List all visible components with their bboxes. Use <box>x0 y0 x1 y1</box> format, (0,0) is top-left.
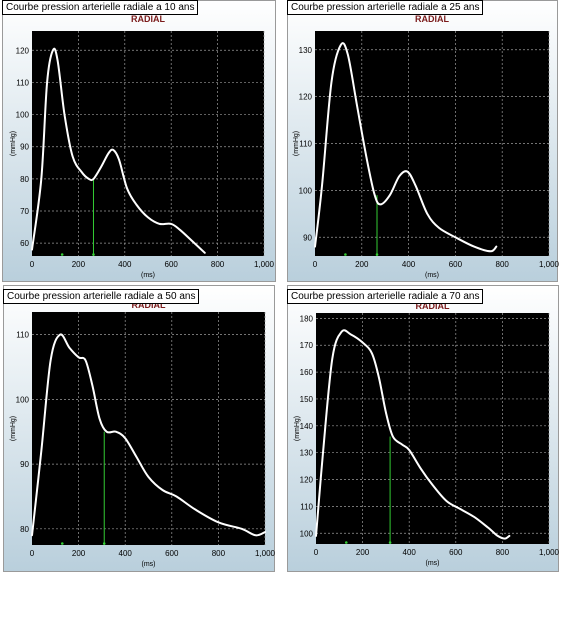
chart-title: RADIAL <box>415 14 449 24</box>
pressure-curve <box>314 42 498 253</box>
y-tick-label: 110 <box>300 502 313 511</box>
y-tick-label: 100 <box>16 111 30 120</box>
y-tick-label: 180 <box>300 314 314 323</box>
x-tick-label: 0 <box>314 548 319 557</box>
chart-title: RADIAL <box>131 14 165 24</box>
chart-panel-50-ans: Courbe pression arterielle radiale a 50 … <box>3 285 276 572</box>
chart-caption: Courbe pression arterielle radiale a 25 … <box>287 0 484 15</box>
y-axis-label: (mmHg) <box>10 416 17 441</box>
x-tick-label: 400 <box>402 260 416 269</box>
chart-panel-70-ans: Courbe pression arterielle radiale a 70 … <box>287 285 560 572</box>
y-tick-label: 90 <box>20 460 29 469</box>
y-tick-label: 110 <box>299 140 312 149</box>
x-tick-label: 1,000 <box>539 260 560 269</box>
x-tick-label: 400 <box>119 549 133 558</box>
y-axis-label: (mmHg) <box>293 131 300 156</box>
chart-title: RADIAL <box>132 300 166 310</box>
axis-marker-dot <box>60 542 64 545</box>
axis-marker-dot <box>92 253 95 256</box>
plot-area <box>316 313 549 544</box>
chart-panel-10-ans: Courbe pression arterielle radiale a 10 … <box>2 0 276 282</box>
y-axis-label: (mmHg) <box>10 131 17 156</box>
axis-marker-dot <box>60 253 64 256</box>
x-axis-label: (ms) <box>142 561 156 568</box>
y-tick-label: 130 <box>299 46 313 55</box>
y-tick-label: 130 <box>300 449 314 458</box>
x-tick-label: 600 <box>165 549 179 558</box>
plot-area <box>32 31 264 256</box>
y-tick-label: 170 <box>300 341 314 350</box>
axis-marker-dot <box>102 542 106 545</box>
y-tick-label: 140 <box>300 422 314 431</box>
plot-area <box>32 312 265 545</box>
y-tick-label: 100 <box>299 186 313 195</box>
x-tick-label: 1,000 <box>255 549 276 558</box>
x-tick-label: 800 <box>211 260 225 269</box>
pressure-curve <box>31 333 266 537</box>
radial-chart: RADIAL 90 100 110 120 130 0 200 400 600 800 1,000 (m… <box>287 0 560 282</box>
x-tick-label: 200 <box>356 548 370 557</box>
radial-chart: RADIAL 100 110 120 130 140 150 160 170 180 0 200 400… <box>287 285 560 572</box>
chart-title: RADIAL <box>416 301 450 311</box>
axis-marker-dot <box>344 253 347 256</box>
x-tick-label: 400 <box>118 260 132 269</box>
x-tick-label: 800 <box>496 260 510 269</box>
x-tick-label: 0 <box>30 549 35 558</box>
axis-marker-dot <box>388 541 392 544</box>
x-tick-label: 1,000 <box>539 548 560 557</box>
pressure-curve <box>31 47 206 254</box>
y-tick-label: 70 <box>20 207 29 216</box>
y-tick-label: 110 <box>16 331 29 340</box>
pressure-curve <box>315 329 511 540</box>
y-tick-label: 120 <box>300 476 314 485</box>
x-axis-label: (ms) <box>141 272 155 279</box>
radial-chart: RADIAL 60 70 80 90 100 110 120 0 200 400 600 800 1,00… <box>2 0 276 282</box>
y-tick-label: 80 <box>20 525 29 534</box>
x-axis-label: (ms) <box>426 560 440 567</box>
y-tick-label: 100 <box>300 529 314 538</box>
x-tick-label: 600 <box>449 548 463 557</box>
y-tick-label: 60 <box>20 239 29 248</box>
chart-caption: Courbe pression arterielle radiale a 50 … <box>3 289 200 304</box>
chart-panel-25-ans: Courbe pression arterielle radiale a 25 … <box>287 0 560 282</box>
x-tick-label: 0 <box>313 260 318 269</box>
x-tick-label: 200 <box>72 549 86 558</box>
y-axis-label: (mmHg) <box>294 416 301 441</box>
x-tick-label: 200 <box>72 260 86 269</box>
y-tick-label: 160 <box>300 368 314 377</box>
axis-marker-dot <box>344 541 348 544</box>
x-tick-label: 800 <box>212 549 226 558</box>
y-tick-label: 80 <box>20 175 29 184</box>
x-tick-label: 800 <box>496 548 510 557</box>
x-axis-label: (ms) <box>425 272 439 279</box>
axis-marker-dot <box>375 253 379 256</box>
y-tick-label: 120 <box>16 46 30 55</box>
x-tick-label: 1,000 <box>254 260 275 269</box>
y-tick-label: 100 <box>16 395 30 404</box>
chart-caption: Courbe pression arterielle radiale a 10 … <box>2 0 199 15</box>
x-tick-label: 0 <box>30 260 35 269</box>
x-tick-label: 400 <box>403 548 417 557</box>
y-tick-label: 90 <box>303 233 312 242</box>
y-tick-label: 90 <box>20 143 29 152</box>
y-tick-label: 110 <box>16 78 29 87</box>
radial-chart: RADIAL 80 90 100 110 0 200 400 600 800 1,000 (ms) (m… <box>3 285 276 572</box>
y-tick-label: 120 <box>299 93 313 102</box>
x-tick-label: 600 <box>165 260 179 269</box>
x-tick-label: 200 <box>355 260 369 269</box>
y-tick-label: 150 <box>300 395 314 404</box>
chart-caption: Courbe pression arterielle radiale a 70 … <box>287 289 484 304</box>
x-tick-label: 600 <box>449 260 463 269</box>
